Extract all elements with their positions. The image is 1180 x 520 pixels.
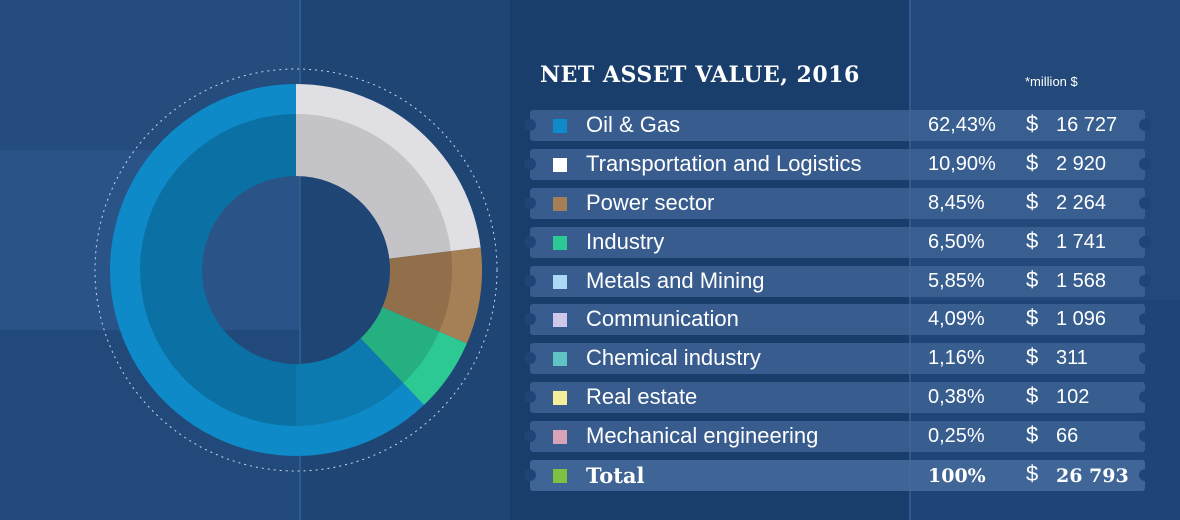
legend-label: Power sector: [586, 189, 715, 215]
legend-value: 2 264: [1056, 191, 1107, 214]
dotted-outline: [94, 68, 498, 472]
legend-percent: 1,16%: [928, 347, 985, 370]
legend-percent: 4,09%: [928, 308, 985, 331]
legend-label: Transportation and Logistics: [586, 150, 862, 176]
legend-value: 1 741: [1056, 230, 1107, 253]
legend-label: Metals and Mining: [586, 267, 765, 293]
legend-row-metals: Metals and Mining 5,85% $ 1 568: [524, 265, 1151, 297]
legend-row-real-estate: Real estate 0,38% $ 102: [524, 382, 1151, 414]
legend-value: 1 568: [1056, 269, 1107, 292]
total-label: Total: [586, 463, 645, 489]
legend-value: 1 096: [1056, 308, 1107, 331]
donut-chart-svg: [94, 68, 498, 472]
legend-percent: 5,85%: [928, 269, 985, 292]
legend-swatch: [553, 469, 567, 484]
legend-row-oil-gas: Oil & Gas 62,43% $ 16 727: [524, 110, 1151, 141]
legend-row-total: Total 100% $ 26 793: [524, 460, 1151, 492]
legend-row-communication: Communication 4,09% $ 1 096: [524, 304, 1151, 336]
currency-symbol: $: [1026, 383, 1039, 409]
legend-row-chemical: Chemical industry 1,16% $ 311: [524, 343, 1151, 375]
unit-note: *million $: [1025, 74, 1078, 89]
legend-row-power: Power sector 8,45% $ 2 264: [524, 187, 1151, 219]
legend-value: 2 920: [1056, 152, 1107, 175]
legend-label: Oil & Gas: [586, 112, 681, 137]
currency-symbol: $: [1026, 111, 1039, 136]
legend-percent: 8,45%: [928, 191, 985, 214]
currency-symbol: $: [1026, 266, 1039, 292]
donut-segment-power-sector: [382, 247, 482, 344]
legend-value: 311: [1056, 347, 1088, 370]
legend-swatch: [553, 274, 567, 289]
donut-segment-industry: [360, 307, 467, 406]
legend-label: Real estate: [586, 384, 698, 410]
legend-percent: 62,43%: [928, 114, 996, 136]
legend-value: 102: [1056, 386, 1090, 409]
legend-swatch: [553, 235, 567, 250]
donut-inner-band: [360, 307, 440, 384]
legend-swatch: [553, 352, 567, 367]
legend-row-transportation: Transportation and Logistics 10,90% $ 2 …: [524, 148, 1151, 180]
legend-percent: 0,38%: [928, 386, 985, 409]
currency-symbol: $: [1026, 188, 1039, 214]
donut-left-shade: [140, 114, 296, 426]
currency-symbol: $: [1026, 344, 1039, 370]
donut-inner-band: [139, 114, 404, 426]
legend-label: Chemical industry: [586, 345, 761, 371]
currency-symbol: $: [1026, 305, 1039, 331]
legend-label: Mechanical engineering: [586, 423, 819, 449]
legend-swatch: [553, 430, 567, 445]
total-value: 26 793: [1056, 465, 1129, 488]
donut-inner-band: [382, 251, 452, 332]
legend-swatch: [553, 119, 567, 133]
legend-label: Industry: [586, 228, 665, 254]
legend-value: 66: [1056, 425, 1079, 448]
total-percent: 100%: [928, 465, 986, 488]
legend-percent: 10,90%: [928, 152, 996, 175]
currency-symbol: $: [1026, 422, 1039, 448]
currency-symbol: $: [1026, 149, 1039, 175]
legend-row-mechanical: Mechanical engineering 0,25% $ 66: [524, 421, 1151, 453]
donut-segment-transportation-and-logistics: [296, 84, 481, 259]
legend-label: Communication: [586, 306, 739, 332]
legend-percent: 6,50%: [928, 230, 985, 253]
legend-swatch: [553, 391, 567, 406]
legend-swatch: [553, 157, 567, 172]
currency-symbol: $: [1026, 227, 1039, 253]
legend-table: Oil & Gas 62,43% $ 16 727 Transportation…: [524, 110, 1151, 499]
donut-chart: [92, 66, 500, 474]
donut-inner-band: [296, 114, 451, 259]
currency-symbol: $: [1026, 461, 1039, 487]
legend-swatch: [553, 196, 567, 211]
donut-segment-oil-gas: [109, 84, 424, 456]
legend-value: 16 727: [1056, 114, 1118, 136]
chart-title: NET ASSET VALUE, 2016: [540, 62, 860, 88]
legend-row-industry: Industry 6,50% $ 1 741: [524, 226, 1151, 258]
legend-percent: 0,25%: [928, 425, 985, 448]
legend-swatch: [553, 313, 567, 328]
